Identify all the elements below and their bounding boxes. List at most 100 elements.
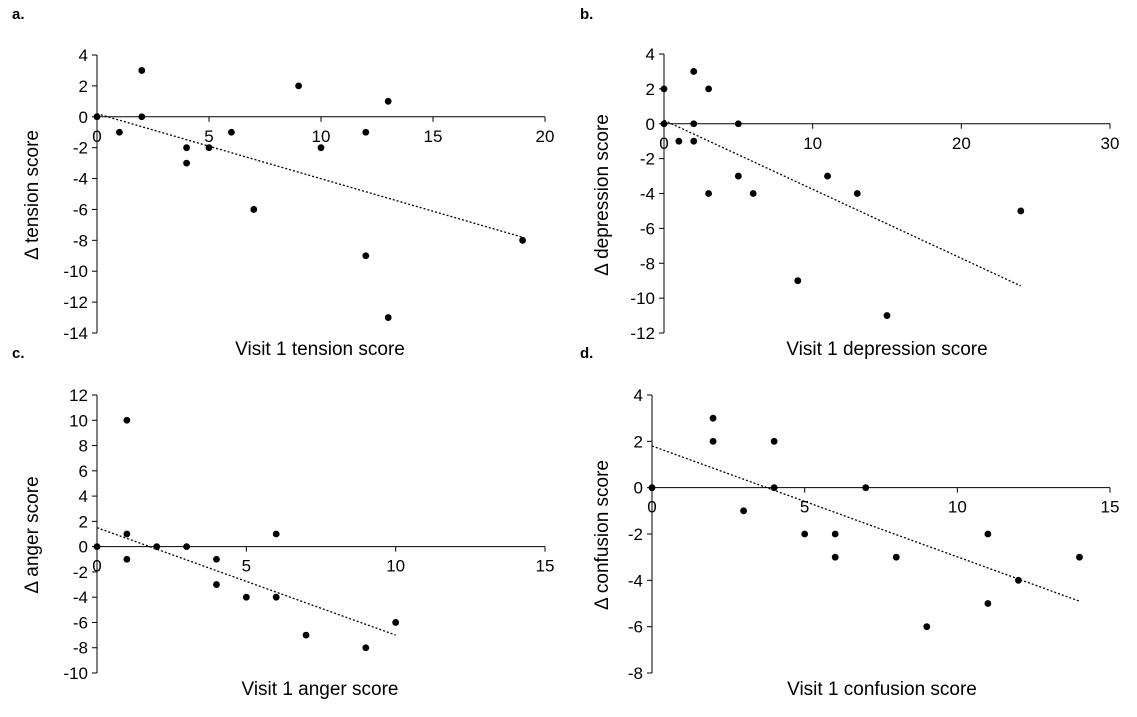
data-point — [734, 172, 742, 180]
y-tick-label: 2 — [79, 512, 88, 531]
x-tick-label: 5 — [800, 498, 809, 517]
data-point — [123, 555, 131, 563]
panel-label: a. — [12, 6, 25, 23]
x-tick-label: 20 — [536, 127, 555, 146]
data-point — [770, 484, 778, 492]
y-tick-label: 0 — [79, 108, 88, 127]
data-point — [749, 190, 757, 197]
data-point — [153, 543, 161, 551]
y-tick-label: 0 — [79, 538, 88, 557]
data-point — [660, 120, 668, 128]
y-tick-label: -4 — [640, 185, 655, 204]
y-tick-label: -8 — [640, 254, 655, 273]
data-point — [123, 530, 131, 538]
x-tick-label: 15 — [536, 557, 555, 576]
y-tick-label: 0 — [634, 479, 643, 498]
y-tick-label: 10 — [69, 411, 88, 430]
y-tick-label: 12 — [69, 386, 88, 405]
y-tick-label: -2 — [640, 150, 655, 169]
trendline — [96, 113, 523, 238]
x-axis-title: Visit 1 confusion score — [787, 679, 977, 700]
y-tick-label: 4 — [634, 386, 643, 405]
data-point — [138, 67, 146, 74]
data-point — [690, 68, 698, 75]
data-point — [123, 416, 131, 424]
x-tick-label: 30 — [1101, 134, 1120, 153]
data-point — [392, 619, 400, 626]
y-tick-label: -2 — [73, 563, 88, 582]
data-point — [317, 144, 325, 152]
data-point — [794, 277, 802, 285]
x-axis-title: Visit 1 depression score — [786, 339, 987, 360]
data-point — [709, 414, 717, 422]
trendline — [96, 527, 396, 636]
y-tick-label: -6 — [73, 613, 88, 632]
data-point — [705, 190, 712, 197]
x-axis-title: Visit 1 tension score — [235, 339, 405, 360]
data-point — [862, 484, 870, 492]
data-point — [853, 190, 861, 197]
data-point — [883, 312, 891, 319]
x-tick-label: 10 — [386, 557, 405, 576]
data-point — [660, 85, 668, 93]
y-tick-label: -4 — [73, 170, 88, 189]
x-tick-label: 10 — [803, 134, 822, 153]
x-tick-label: 5 — [242, 557, 251, 576]
y-tick-label: 4 — [646, 45, 655, 64]
data-point — [93, 543, 101, 551]
data-point — [705, 85, 712, 93]
y-tick-label: -6 — [73, 200, 88, 219]
x-tick-label: 0 — [92, 557, 101, 576]
y-tick-label: 2 — [634, 432, 643, 451]
data-point — [984, 530, 992, 538]
data-point — [770, 437, 778, 445]
data-point — [824, 172, 831, 180]
y-tick-label: 6 — [79, 462, 88, 481]
y-tick-label: 4 — [79, 46, 88, 65]
y-tick-label: -8 — [628, 664, 643, 683]
data-point — [242, 593, 250, 601]
data-point — [1076, 553, 1083, 561]
data-point — [734, 120, 742, 128]
data-point — [984, 600, 992, 607]
data-point — [213, 555, 220, 563]
y-tick-label: -14 — [63, 324, 88, 343]
y-axis-title: Δ tension score — [22, 130, 43, 260]
y-tick-label: -6 — [640, 219, 655, 238]
x-tick-label: 5 — [204, 127, 213, 146]
y-axis-title: Δ confusion score — [592, 460, 613, 610]
x-tick-label: 0 — [659, 134, 668, 153]
data-point — [690, 120, 698, 128]
data-point — [709, 437, 717, 445]
y-axis-title: Δ depression score — [592, 114, 613, 276]
data-point — [183, 543, 191, 551]
x-tick-label: 0 — [92, 127, 101, 146]
data-point — [183, 159, 191, 167]
data-point — [213, 581, 220, 588]
data-point — [302, 631, 310, 639]
y-tick-label: 0 — [646, 115, 655, 134]
y-tick-label: -12 — [630, 324, 655, 343]
y-tick-label: 4 — [79, 487, 88, 506]
data-point — [228, 128, 235, 136]
x-tick-label: 10 — [312, 127, 331, 146]
data-point — [1015, 576, 1022, 584]
data-point — [831, 553, 839, 561]
y-tick-label: -8 — [73, 231, 88, 250]
y-axis-title: Δ anger score — [22, 476, 43, 593]
data-point — [923, 623, 931, 631]
y-tick-label: -10 — [63, 262, 88, 281]
y-tick-label: 2 — [79, 77, 88, 96]
data-point — [362, 128, 370, 136]
data-point — [93, 113, 101, 121]
y-tick-label: -6 — [628, 618, 643, 637]
data-point — [183, 144, 191, 152]
data-point — [519, 236, 526, 244]
data-point — [831, 530, 839, 538]
data-point — [138, 113, 146, 121]
trendline — [663, 119, 1022, 287]
data-point — [892, 553, 900, 561]
